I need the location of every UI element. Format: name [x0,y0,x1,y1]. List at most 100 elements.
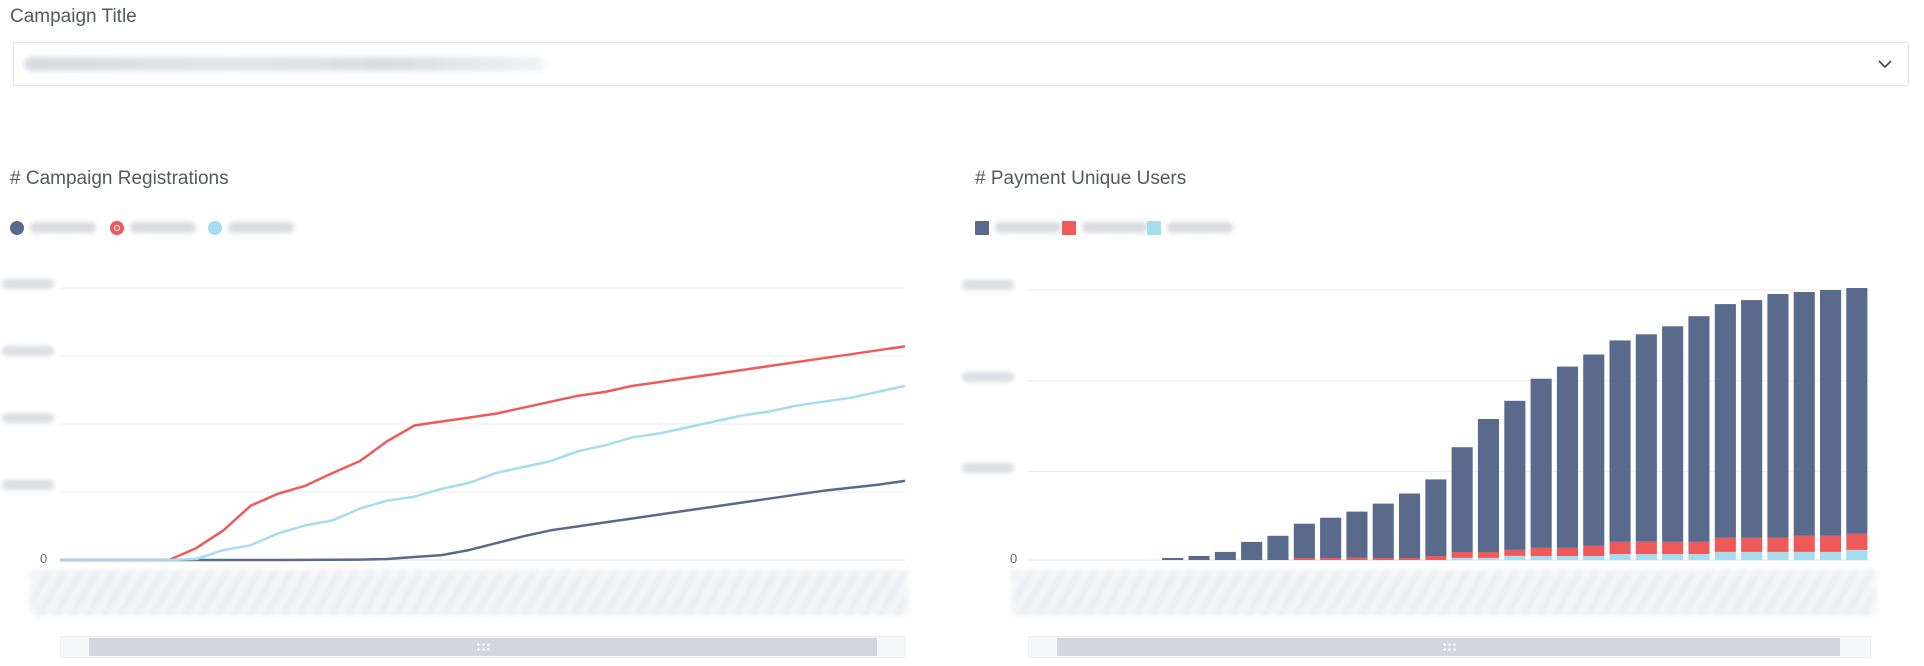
grip-icon [476,642,490,652]
payment-users-scrollbar[interactable] [1028,636,1871,658]
legend-label-redacted [1167,222,1233,233]
registrations-scrollbar[interactable] [60,636,905,658]
bar-segment-series-2 [1662,541,1684,554]
bar-segment-series-3 [1241,541,1263,560]
bar-segment-series-3 [1451,447,1473,552]
campaign-title-select[interactable] [13,42,1909,86]
legend-dot [10,221,24,235]
bar-segment-series-2 [1688,541,1710,554]
bar-segment-series-2 [1451,551,1473,558]
y-tick-label-redacted [962,463,1014,473]
y-tick-label-redacted [2,413,54,423]
scroll-thumb[interactable] [1057,638,1840,656]
bar-segment-series-3 [1267,535,1289,560]
bar-segment-series-3 [1662,326,1684,542]
bar-segment-series-1 [1556,556,1578,560]
bar-segment-series-3 [1214,551,1236,560]
legend-item-series-3[interactable] [1147,220,1237,236]
bar-segment-series-1 [1451,558,1473,560]
bar-segment-series-2 [1609,541,1631,554]
scroll-thumb[interactable] [89,638,877,656]
bar-segment-series-3 [1188,556,1210,560]
bar-segment-series-2 [1346,558,1368,560]
bar-segment-series-2 [1741,537,1763,552]
bar-segment-series-2 [1556,547,1578,556]
campaign-title-label: Campaign Title [10,6,137,27]
bar-segment-series-2 [1293,558,1315,560]
bar-segment-series-1 [1609,554,1631,560]
y-tick-label-redacted [962,280,1014,290]
bar-segment-series-3 [1583,354,1605,546]
bar-segment-series-3 [1530,378,1552,548]
legend-label-redacted [130,222,196,233]
bar-segment-series-1 [1530,556,1552,560]
bar-segment-series-2 [1320,558,1342,560]
legend-square [1147,221,1161,235]
legend-item-series-1[interactable] [975,220,1065,236]
x-axis-labels-redacted [30,570,908,616]
series-line-1 [60,479,906,562]
bar-segment-series-3 [1293,523,1315,558]
bar-segment-series-1 [1846,549,1868,560]
bar-segment-series-3 [1320,517,1342,558]
bar-segment-series-1 [1820,551,1842,560]
bar-segment-series-1 [1688,554,1710,560]
bar-segment-series-3 [1688,316,1710,542]
bar-segment-series-2 [1477,551,1499,558]
legend-item-series-2[interactable] [110,220,200,236]
bar-segment-series-3 [1635,334,1657,542]
bar-segment-series-1 [1741,551,1763,560]
bar-segment-series-3 [1399,493,1421,558]
bar-segment-series-3 [1162,558,1184,560]
selected-value-redacted [24,57,544,71]
bar-segment-series-2 [1714,537,1736,552]
bar-segment-series-2 [1767,537,1789,552]
bar-segment-series-3 [1477,419,1499,552]
bar-segment-series-3 [1425,479,1447,556]
bar-segment-series-2 [1530,547,1552,556]
bar-segment-series-1 [1767,551,1789,560]
bar-segment-series-2 [1820,535,1842,552]
bar-segment-series-2 [1425,556,1447,560]
bar-segment-series-2 [1372,558,1394,560]
legend-label-redacted [30,222,96,233]
legend-item-series-2[interactable] [1062,220,1152,236]
bar-segment-series-3 [1767,294,1789,538]
chevron-down-icon[interactable] [1876,55,1894,73]
legend-square [975,221,989,235]
legend-item-series-3[interactable] [208,220,298,236]
legend-item-series-1[interactable] [10,220,100,236]
legend-dot [110,221,124,235]
bar-segment-series-3 [1714,304,1736,538]
bar-segment-series-3 [1372,503,1394,558]
bar-segment-series-1 [1583,556,1605,560]
legend-dot [208,221,222,235]
series-line-3 [60,384,906,562]
y-tick-label-redacted [2,480,54,490]
series-line-2 [60,345,906,562]
bar-segment-series-3 [1346,511,1368,558]
bar-segment-series-1 [1504,556,1526,560]
legend-label-redacted [1082,222,1148,233]
legend-label-redacted [228,222,294,233]
y-tick-label-redacted [2,346,54,356]
y-tick-label-zero: 0 [40,551,48,566]
x-axis-labels-redacted [1012,570,1876,616]
bar-segment-series-2 [1504,549,1526,556]
legend-square [1062,221,1076,235]
bar-segment-series-1 [1635,554,1657,560]
chart-title-payment-users: # Payment Unique Users [975,168,1187,189]
y-tick-label-redacted [962,372,1014,382]
grip-icon [1441,642,1456,652]
bar-segment-series-3 [1793,292,1815,536]
bar-segment-series-1 [1662,554,1684,560]
bar-segment-series-1 [1477,558,1499,560]
legend-label-redacted [995,222,1061,233]
bar-segment-series-3 [1820,290,1842,536]
y-tick-label-zero: 0 [1010,551,1018,566]
bar-segment-series-3 [1556,366,1578,548]
bar-segment-series-2 [1793,535,1815,552]
bar-segment-series-2 [1635,541,1657,554]
bar-segment-series-2 [1399,558,1421,560]
